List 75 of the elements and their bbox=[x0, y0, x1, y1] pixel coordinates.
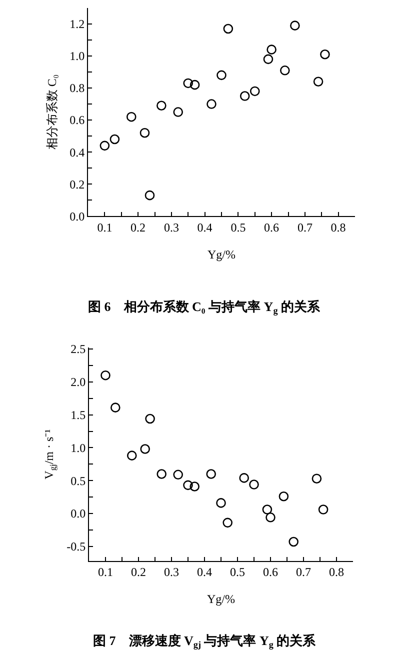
point bbox=[100, 140, 110, 151]
point bbox=[239, 473, 249, 483]
point bbox=[278, 491, 289, 502]
point bbox=[318, 504, 328, 514]
y-axis-title: 相分布系数 C₀ bbox=[44, 74, 59, 150]
y-tick-label: 2.0 bbox=[70, 375, 86, 390]
point bbox=[173, 470, 183, 480]
point bbox=[263, 54, 274, 64]
point bbox=[140, 128, 150, 138]
y-tick-label: 0.5 bbox=[70, 474, 86, 488]
y-tick-label: 0.6 bbox=[70, 113, 85, 128]
point bbox=[110, 402, 120, 412]
x-tick-label: 0.7 bbox=[296, 565, 311, 580]
point bbox=[290, 20, 300, 30]
point bbox=[190, 482, 200, 492]
x-axis-title: Yg/% bbox=[207, 592, 235, 606]
x-tick-label: 0.3 bbox=[164, 565, 179, 580]
x-tick-label: 0.3 bbox=[164, 220, 179, 235]
point bbox=[320, 49, 330, 60]
point bbox=[206, 469, 216, 479]
y-tick-label: 1.2 bbox=[70, 17, 85, 32]
caption: 图 6 相分布系数 C₀ 与持气率 Y$_{g}$ 的关系 bbox=[88, 299, 321, 316]
y-tick-label: 1.5 bbox=[70, 408, 86, 422]
point bbox=[127, 450, 137, 460]
point bbox=[156, 469, 166, 479]
point bbox=[249, 480, 259, 490]
point bbox=[240, 91, 250, 101]
x-tick-label: 0.1 bbox=[97, 220, 112, 235]
y-tick-label: 0.8 bbox=[70, 81, 85, 96]
y-tick-label: 0.0 bbox=[70, 209, 85, 224]
point bbox=[250, 86, 260, 96]
point bbox=[266, 512, 276, 522]
point bbox=[190, 80, 200, 90]
point bbox=[144, 190, 155, 200]
point bbox=[126, 112, 136, 122]
y-tick-label: -0.5 bbox=[66, 540, 86, 554]
point bbox=[216, 498, 226, 508]
x-tick-label: 0.2 bbox=[131, 565, 146, 580]
point bbox=[312, 474, 322, 484]
y-tick-label: 0.0 bbox=[70, 506, 86, 521]
x-tick-label: 0.2 bbox=[130, 220, 146, 235]
y-tick-label: 2.5 bbox=[70, 342, 86, 356]
x-tick-label: 0.6 bbox=[264, 220, 280, 235]
point bbox=[262, 504, 272, 514]
y-tick-label: 1.0 bbox=[70, 440, 86, 455]
point bbox=[183, 480, 193, 490]
x-tick-label: 0.4 bbox=[197, 565, 212, 580]
point bbox=[222, 518, 232, 528]
point bbox=[100, 370, 110, 380]
caption: 图 7 漂移速度 V$_{gj}$ 与持气率 Y$_{g}$ 的关系 bbox=[93, 633, 317, 650]
point bbox=[280, 66, 290, 76]
x-tick-label: 0.7 bbox=[297, 220, 312, 235]
x-tick-label: 0.6 bbox=[263, 565, 278, 580]
point bbox=[173, 107, 184, 117]
point bbox=[183, 78, 194, 88]
point bbox=[288, 536, 298, 547]
point bbox=[140, 444, 150, 454]
point bbox=[223, 24, 234, 34]
x-tick-label: 0.5 bbox=[230, 220, 246, 235]
point bbox=[156, 100, 166, 111]
point bbox=[110, 134, 120, 144]
point bbox=[206, 99, 216, 109]
point bbox=[216, 70, 226, 80]
point bbox=[266, 44, 276, 54]
y-tick-label: 0.4 bbox=[70, 145, 85, 160]
x-tick-label: 0.8 bbox=[330, 220, 346, 235]
point bbox=[145, 414, 155, 424]
x-tick-label: 0.4 bbox=[197, 220, 212, 235]
x-tick-label: 0.5 bbox=[230, 565, 245, 580]
x-tick-label: 0.1 bbox=[98, 565, 113, 580]
x-tick-label: 0.8 bbox=[329, 565, 344, 580]
y-tick-label: 1.0 bbox=[70, 49, 85, 64]
point bbox=[313, 76, 324, 87]
y-tick-label: 0.2 bbox=[70, 177, 85, 192]
x-axis-title: Yg/% bbox=[208, 247, 236, 262]
